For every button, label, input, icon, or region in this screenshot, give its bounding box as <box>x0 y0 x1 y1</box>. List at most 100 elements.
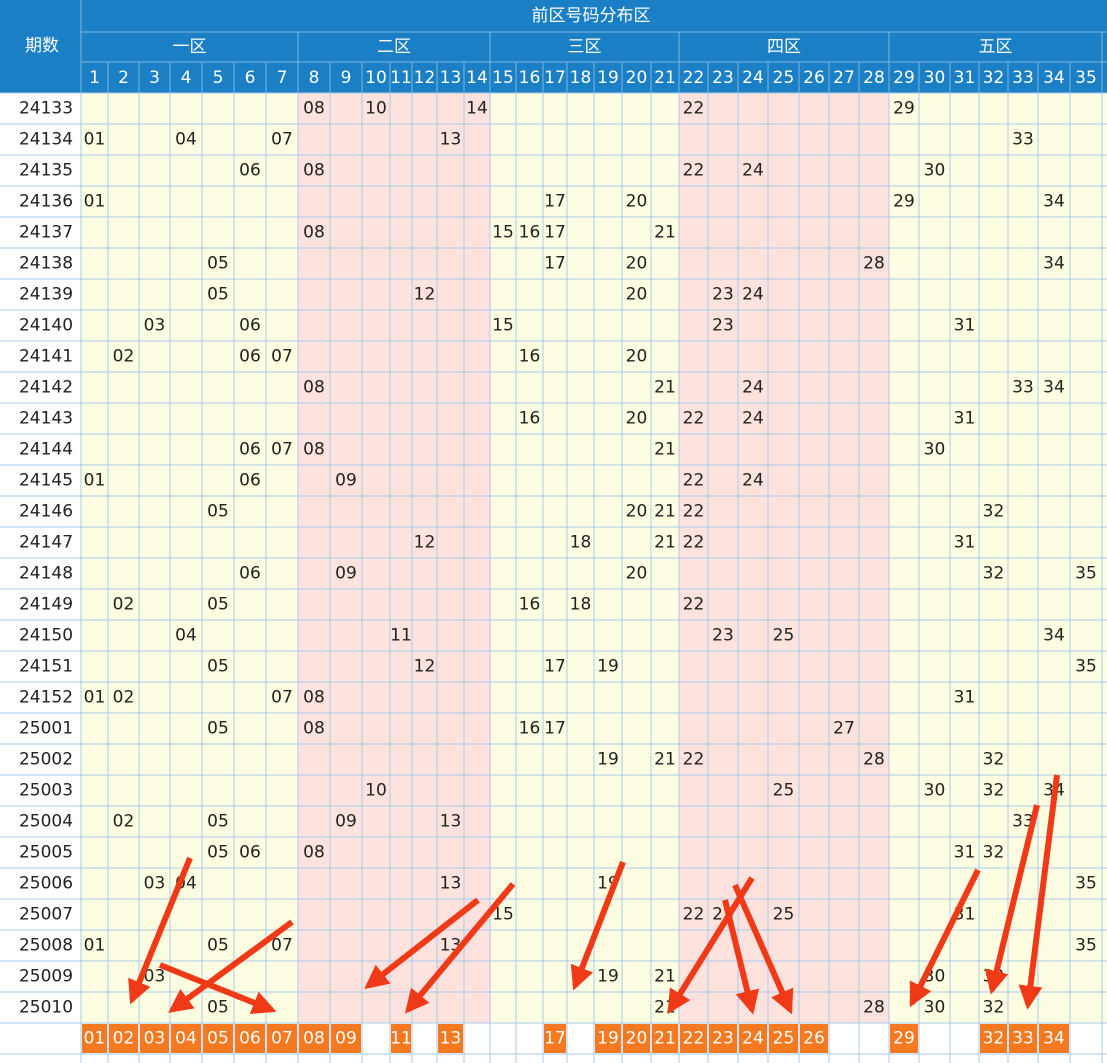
selected-cell <box>1009 1024 1037 1053</box>
column-number: 25 <box>773 68 795 88</box>
selected-cell <box>140 1024 169 1053</box>
drawn-number: 25 <box>773 781 795 801</box>
drawn-number: 23 <box>712 316 734 336</box>
selected-cell <box>203 1024 233 1053</box>
drawn-number: 23 <box>712 285 734 305</box>
table-title: 前区号码分布区 <box>532 6 651 26</box>
selected-cell <box>980 1024 1007 1053</box>
period: 24145 <box>19 471 73 491</box>
drawn-number: 22 <box>683 471 705 491</box>
zone-label: 一区 <box>173 37 207 57</box>
period: 24151 <box>19 657 73 677</box>
selected-cell <box>680 1024 707 1053</box>
drawn-number: 05 <box>207 657 229 677</box>
drawn-number: 19 <box>597 967 619 987</box>
selected-cell <box>235 1024 265 1053</box>
drawn-number: 01 <box>84 688 106 708</box>
column-number: 32 <box>983 68 1005 88</box>
period: 25005 <box>19 843 73 863</box>
drawn-number: 34 <box>1043 254 1065 274</box>
drawn-number: 17 <box>544 719 566 739</box>
selected-cell <box>171 1024 201 1053</box>
column-number: 29 <box>893 68 915 88</box>
drawn-number: 16 <box>519 719 541 739</box>
zone-label: 四区 <box>767 37 801 57</box>
selected-number: 07 <box>271 1029 293 1049</box>
selected-cell <box>331 1024 361 1053</box>
drawn-number: 32 <box>983 502 1005 522</box>
drawn-number: 13 <box>440 874 462 894</box>
drawn-number: 06 <box>239 440 261 460</box>
column-number: 17 <box>544 68 566 88</box>
drawn-number: 12 <box>414 285 436 305</box>
drawn-number: 30 <box>924 998 946 1018</box>
drawn-number: 31 <box>954 533 976 553</box>
drawn-number: 20 <box>626 192 648 212</box>
selected-cell <box>299 1024 329 1053</box>
period: 25002 <box>19 750 73 770</box>
selected-cell <box>595 1024 621 1053</box>
annotation-arrows <box>128 774 1060 1015</box>
drawn-number: 32 <box>983 781 1005 801</box>
drawn-number: 24 <box>742 471 764 491</box>
period: 24134 <box>19 130 73 150</box>
selected-number: 04 <box>175 1029 197 1049</box>
column-number: 35 <box>1075 68 1097 88</box>
drawn-number: 10 <box>365 99 387 119</box>
column-number: 26 <box>803 68 825 88</box>
drawn-number: 08 <box>303 843 325 863</box>
drawn-number: 29 <box>893 192 915 212</box>
drawn-number: 18 <box>570 595 592 615</box>
drawn-number: 31 <box>954 688 976 708</box>
drawn-number: 15 <box>492 905 514 925</box>
drawn-number: 08 <box>303 440 325 460</box>
column-number: 2 <box>118 68 129 88</box>
drawn-number: 19 <box>597 750 619 770</box>
column-number: 21 <box>654 68 676 88</box>
drawn-number: 05 <box>207 998 229 1018</box>
period: 24138 <box>19 254 73 274</box>
drawn-number: 24 <box>742 378 764 398</box>
period: 24147 <box>19 533 73 553</box>
column-number: 23 <box>712 68 734 88</box>
selected-number: 03 <box>144 1029 166 1049</box>
selected-number: 21 <box>654 1029 676 1049</box>
drawn-number: 23 <box>712 626 734 646</box>
drawn-number: 06 <box>239 347 261 367</box>
drawn-number: 08 <box>303 719 325 739</box>
period-label: 期数 <box>25 36 59 56</box>
drawn-number: 07 <box>271 347 293 367</box>
drawn-number: 08 <box>303 688 325 708</box>
column-number: 30 <box>924 68 946 88</box>
column-number: 34 <box>1043 68 1065 88</box>
drawn-number: 20 <box>626 502 648 522</box>
drawn-number: 30 <box>924 781 946 801</box>
drawn-number: 35 <box>1075 564 1097 584</box>
drawn-number: 08 <box>303 223 325 243</box>
selected-cell <box>82 1024 107 1053</box>
zone-label: 五区 <box>979 37 1013 57</box>
drawn-number: 01 <box>84 192 106 212</box>
drawn-number: 32 <box>983 750 1005 770</box>
selected-number: 09 <box>335 1029 357 1049</box>
selected-number: 05 <box>207 1029 229 1049</box>
column-number: 10 <box>365 68 387 88</box>
period: 24139 <box>19 285 73 305</box>
drawn-number: 20 <box>626 254 648 274</box>
selected-number: 33 <box>1012 1029 1034 1049</box>
drawn-number: 33 <box>1012 378 1034 398</box>
period: 24148 <box>19 564 73 584</box>
drawn-number: 05 <box>207 936 229 956</box>
selected-number: 32 <box>983 1029 1005 1049</box>
drawn-number: 31 <box>954 843 976 863</box>
column-number: 19 <box>597 68 619 88</box>
drawn-number: 30 <box>924 440 946 460</box>
drawn-number: 21 <box>654 533 676 553</box>
drawn-number: 32 <box>983 564 1005 584</box>
column-number: 16 <box>519 68 541 88</box>
drawn-number: 12 <box>414 533 436 553</box>
column-number: 24 <box>742 68 764 88</box>
period: 24136 <box>19 192 73 212</box>
period: 25004 <box>19 812 73 832</box>
